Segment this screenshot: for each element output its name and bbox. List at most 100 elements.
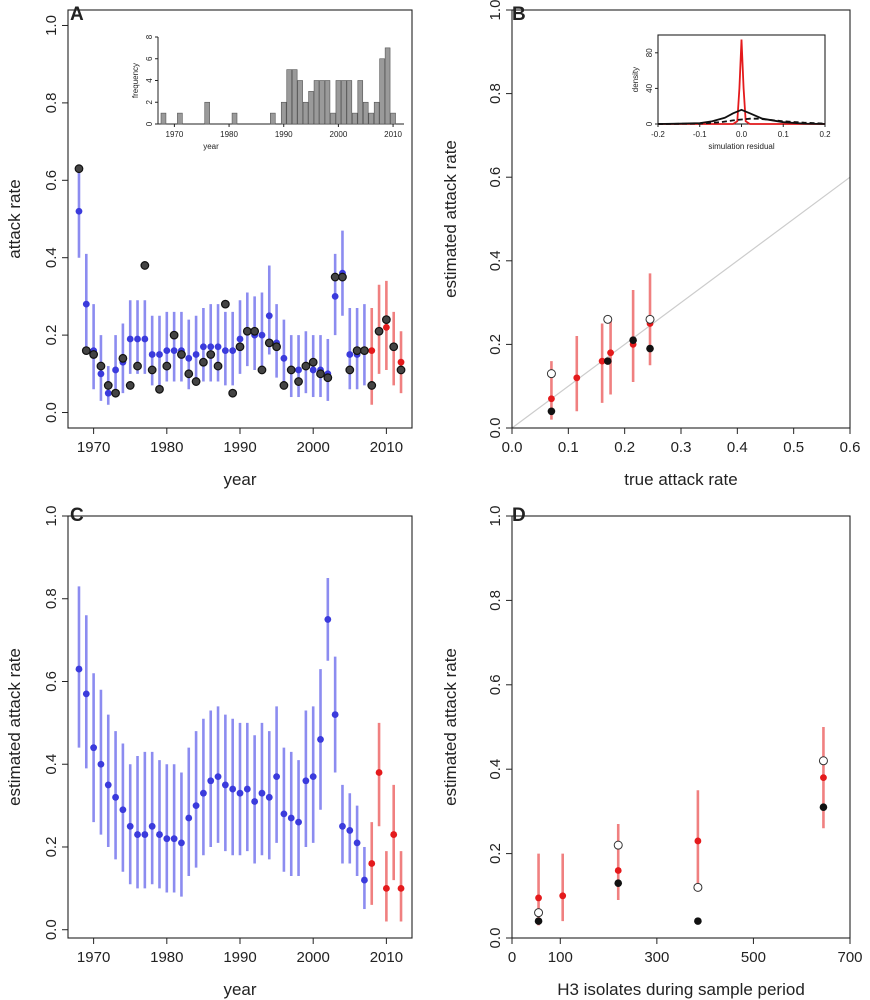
histogram-bar [357,80,364,125]
data-point [535,894,542,902]
y-tick-label: 0.2 [487,843,504,864]
inset-x-tick-label: 2010 [384,130,402,139]
data-point [280,354,288,362]
inset-x-tick-label: 2000 [330,130,348,139]
observed-point [206,350,216,359]
inset-x-tick-label: 0.2 [819,130,831,139]
data-point [200,343,207,351]
data-point [134,831,141,838]
y-tick-label: 0.6 [487,674,504,695]
x-tick-label: 700 [837,949,862,966]
x-axis-label: H3 isolates during sample period [557,980,805,999]
inset-y-label: frequency [131,63,140,98]
data-point [185,814,193,822]
inset-y-tick-label: 6 [145,56,154,61]
observed-point [140,261,150,270]
x-tick-label: 100 [548,949,573,966]
x-tick-label: 1990 [223,949,256,966]
data-point [112,793,119,801]
observed-point [301,361,311,371]
histogram-bar [308,91,314,125]
series-filled [534,803,828,925]
data-point [265,793,273,801]
data-point [603,357,612,365]
inset-x-label: year [203,142,219,151]
y-tick-label: 0.8 [487,83,504,104]
inset-y-tick-label: 2 [145,99,154,104]
data-point [397,358,405,366]
observed-point [169,330,179,340]
observed-point [257,365,267,375]
inset-x-tick-label: 1970 [166,130,184,139]
plot-frame [511,515,851,939]
histogram-bar [362,101,369,125]
observed-point [133,361,142,371]
observed-point [89,350,99,359]
data-point [295,818,302,826]
density-curve [658,39,825,125]
data-point [547,407,556,416]
observed-point [213,361,223,371]
data-point [629,336,637,345]
data-point [243,785,251,793]
inset-y-tick-label: 0 [645,121,654,126]
series-filled [547,336,654,416]
data-point [178,839,185,847]
y-axis-label: estimated attack rate [5,648,24,806]
observed-point [74,164,84,174]
data-point [331,711,339,718]
y-tick-label: 0.2 [43,837,60,858]
observed-point [345,365,355,375]
data-point [170,347,178,354]
y-tick-label: 0.6 [43,671,60,692]
histogram-bar [286,69,292,125]
x-axis-label: year [223,470,256,489]
series-estimate-fit-period- [75,164,368,405]
observed-point [191,377,201,386]
open-point [645,314,655,324]
data-point [214,343,222,351]
data-point [148,822,156,830]
data-point [646,344,654,353]
identity-line [511,176,851,429]
y-tick-label: 0.8 [43,588,60,609]
observed-point [367,381,377,390]
observed-point [228,388,238,398]
y-axis-label: attack rate [5,179,24,258]
data-point [141,335,149,343]
x-axis-label: true attack rate [624,470,737,489]
data-point [607,349,614,357]
data-point [251,798,259,805]
x-tick-label: 0.4 [727,439,748,456]
data-point [207,343,215,351]
histogram-bar [373,101,380,125]
histogram-bar [390,112,396,125]
observed-point [103,381,113,390]
data-point [302,777,310,785]
observed-point [162,361,172,371]
y-tick-label: 0.0 [487,928,504,949]
data-point [104,781,112,789]
x-tick-label: 0.5 [783,439,804,456]
data-point [548,395,555,403]
histogram-bar [177,112,183,125]
observed-point [235,342,245,352]
observed-point [177,350,186,359]
observed-point [199,357,208,367]
observed-point [242,326,252,336]
data-point [90,744,98,752]
y-tick-label: 0.0 [43,402,60,423]
data-point [614,867,622,874]
y-tick-label: 0.4 [43,247,60,268]
observed-point [147,365,157,375]
observed-point [294,377,303,386]
data-point [75,665,83,673]
inset-x-tick-label: 1990 [275,130,293,139]
x-tick-label: 2010 [370,949,403,966]
open-point [546,369,556,379]
data-point [126,822,134,830]
y-tick-label: 0.4 [43,754,60,775]
x-tick-label: 2010 [370,439,403,456]
data-point [112,366,119,374]
inset-x-tick-label: 0.1 [778,130,790,139]
